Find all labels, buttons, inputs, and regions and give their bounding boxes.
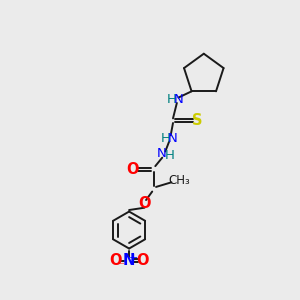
Text: S: S: [192, 113, 203, 128]
Text: N: N: [173, 93, 183, 106]
Text: N: N: [123, 253, 135, 268]
Text: O: O: [138, 196, 151, 211]
Text: ⁻: ⁻: [118, 261, 124, 271]
Text: N: N: [168, 132, 178, 145]
Text: N: N: [157, 147, 166, 160]
Text: H: H: [165, 149, 175, 162]
Text: O: O: [126, 162, 138, 177]
Text: O: O: [109, 253, 122, 268]
Text: CH₃: CH₃: [168, 174, 190, 187]
Text: H: H: [167, 93, 176, 106]
Text: +: +: [129, 253, 138, 263]
Text: O: O: [137, 253, 149, 268]
Text: H: H: [161, 132, 171, 145]
